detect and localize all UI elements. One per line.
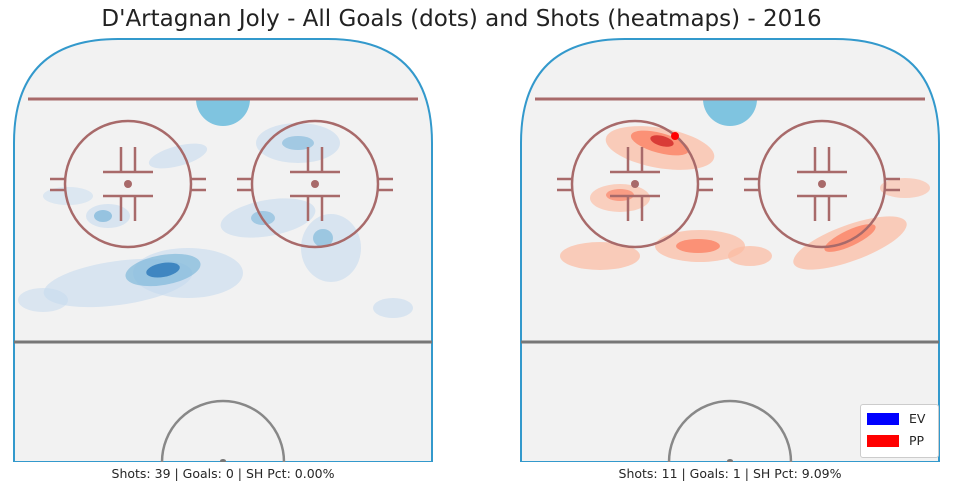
heat-blob	[373, 298, 413, 318]
faceoff-circle-left	[50, 119, 206, 249]
faceoff-circle-right	[744, 119, 900, 249]
heat-blob	[18, 288, 68, 312]
heat-blob	[560, 242, 640, 270]
center-dot	[727, 459, 733, 462]
center-circle	[667, 399, 793, 462]
legend-swatch-pp	[867, 434, 899, 447]
faceoff-dot-right	[818, 180, 826, 188]
center-dot	[220, 459, 226, 462]
caption-pp: Shots: 11 | Goals: 1 | SH Pct: 9.09%	[618, 466, 842, 481]
heatmap-pp	[560, 126, 930, 270]
heat-blob	[94, 210, 112, 222]
heat-blob	[650, 135, 674, 147]
legend-entry-ev: EV	[867, 411, 925, 426]
faceoff-circle-left	[557, 119, 713, 249]
goal-dot	[671, 132, 679, 140]
legend-swatch-ev	[867, 412, 899, 425]
heat-blob	[148, 143, 208, 169]
faceoff-dot-right	[311, 180, 319, 188]
heat-blob	[301, 214, 361, 282]
goal-crease	[703, 99, 757, 126]
heat-blob	[146, 262, 180, 278]
heat-blob	[313, 229, 333, 247]
rink-panel-pp	[520, 38, 940, 462]
legend: EV PP	[860, 404, 939, 458]
rink-panel-ev	[13, 38, 433, 462]
center-circle	[160, 399, 286, 462]
goal-markers-pp	[671, 132, 679, 140]
faceoff-circle-right	[237, 119, 393, 249]
heat-blob	[282, 136, 314, 150]
caption-ev: Shots: 39 | Goals: 0 | SH Pct: 0.00%	[111, 466, 335, 481]
heat-blob	[880, 178, 930, 198]
faceoff-dot-left	[124, 180, 132, 188]
legend-label-pp: PP	[909, 433, 925, 448]
goal-crease	[196, 99, 250, 126]
faceoff-dot-left	[631, 180, 639, 188]
figure-title: D'Artagnan Joly - All Goals (dots) and S…	[101, 6, 822, 32]
legend-label-ev: EV	[909, 411, 926, 426]
heatmap-ev	[18, 123, 413, 318]
legend-entry-pp: PP	[867, 433, 924, 448]
heat-blob	[43, 187, 93, 205]
heat-blob	[728, 246, 772, 266]
heat-blob	[676, 239, 720, 253]
